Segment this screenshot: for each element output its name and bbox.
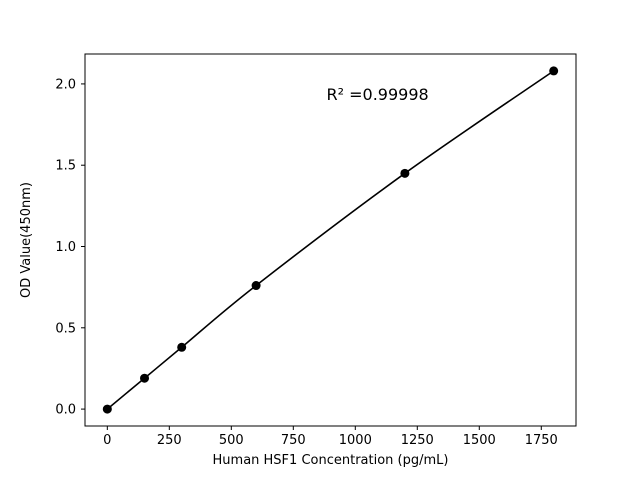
r-squared-annotation: R² =0.99998: [327, 85, 429, 104]
data-point: [102, 404, 112, 414]
y-tick-label: 0.5: [55, 321, 76, 336]
series-line: [106, 70, 555, 410]
plot-border: [84, 53, 577, 427]
x-tick-label: 1750: [525, 433, 558, 448]
x-tick-label: 1500: [463, 433, 496, 448]
x-tick-label: 1250: [401, 433, 434, 448]
x-tick-label: 250: [157, 433, 182, 448]
data-point: [251, 281, 261, 291]
x-tick-label: 0: [103, 433, 111, 448]
x-tick-label: 1000: [339, 433, 372, 448]
y-tick-label: 1.0: [55, 240, 76, 255]
x-axis-label: Human HSF1 Concentration (pg/mL): [213, 453, 449, 468]
x-tick-label: 750: [281, 433, 306, 448]
data-point: [549, 66, 559, 76]
data-point: [177, 342, 187, 352]
x-tick-label: 500: [219, 433, 244, 448]
data-point: [140, 373, 150, 383]
y-axis-label: OD Value(450nm): [19, 182, 34, 298]
y-tick-label: 0.0: [55, 403, 76, 418]
data-point: [400, 168, 410, 178]
y-tick-label: 2.0: [55, 77, 76, 92]
y-tick-label: 1.5: [55, 159, 76, 174]
